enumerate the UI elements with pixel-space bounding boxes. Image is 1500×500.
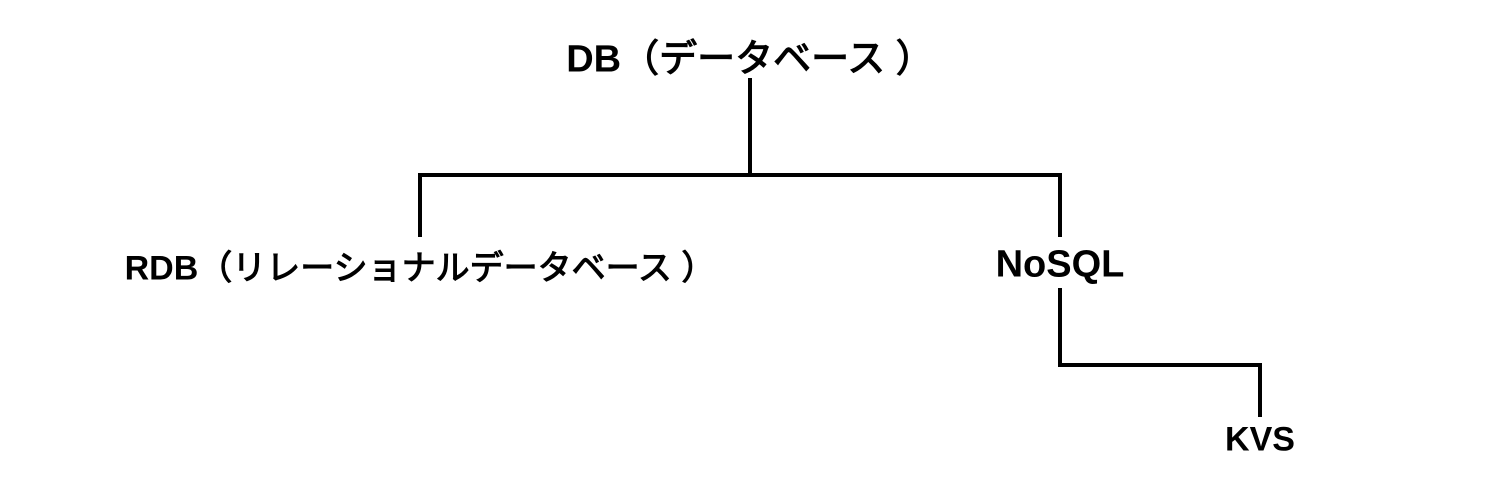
node-rdb: RDB（リレーショナルデータベース ） <box>125 241 716 290</box>
node-root: DB（データベース ） <box>566 28 934 83</box>
tree-diagram: DB（データベース ） RDB（リレーショナルデータベース ） NoSQL KV… <box>0 0 1500 500</box>
node-nosql: NoSQL <box>996 244 1125 287</box>
node-kvs: KVS <box>1225 421 1295 460</box>
